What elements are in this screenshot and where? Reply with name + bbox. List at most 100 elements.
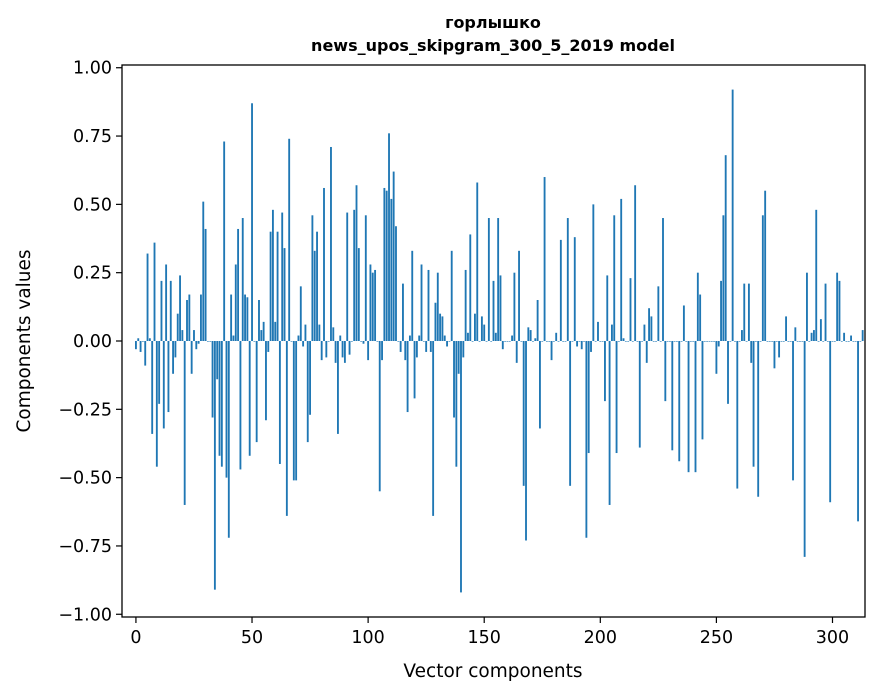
- bar: [343, 341, 346, 363]
- x-tick-label: 0: [130, 628, 141, 648]
- bar: [513, 272, 516, 341]
- bar: [708, 341, 711, 342]
- bar: [680, 341, 683, 342]
- bar: [601, 341, 604, 342]
- bar: [341, 341, 344, 358]
- bar: [190, 341, 193, 374]
- bar: [648, 308, 650, 341]
- bar: [734, 341, 736, 342]
- bar: [694, 341, 697, 473]
- bar: [606, 275, 609, 341]
- x-tick-label: 250: [700, 628, 733, 648]
- bar: [527, 327, 530, 341]
- bar: [283, 248, 286, 341]
- bar: [206, 341, 209, 342]
- bar: [441, 316, 444, 341]
- bar: [504, 341, 507, 342]
- bar: [615, 341, 618, 454]
- bar: [518, 250, 520, 341]
- bar: [552, 341, 555, 342]
- bar: [850, 335, 852, 341]
- bar: [636, 341, 639, 342]
- bar: [269, 231, 272, 341]
- bar: [792, 341, 794, 481]
- bar: [213, 341, 216, 590]
- bar: [497, 218, 500, 341]
- y-tick-label: −0.25: [58, 400, 112, 420]
- bar: [155, 341, 158, 467]
- bar: [854, 341, 857, 342]
- bar: [371, 272, 374, 341]
- bar: [685, 341, 688, 342]
- bar: [313, 250, 316, 341]
- bar: [671, 341, 674, 451]
- bar: [655, 341, 657, 342]
- bar: [297, 335, 300, 341]
- bar: [597, 321, 599, 341]
- bar: [662, 218, 664, 341]
- bar: [255, 341, 258, 443]
- bar: [759, 341, 762, 342]
- bar: [422, 341, 425, 342]
- bar: [747, 283, 750, 341]
- bar: [485, 341, 488, 342]
- bar: [778, 341, 781, 358]
- bar: [506, 341, 509, 342]
- bar: [469, 234, 472, 341]
- bar: [158, 341, 161, 404]
- bar: [752, 341, 755, 467]
- bar: [478, 341, 481, 342]
- bar: [436, 272, 439, 341]
- bar: [824, 283, 827, 341]
- bar: [355, 185, 358, 341]
- bar: [768, 341, 771, 342]
- bar: [162, 341, 165, 429]
- bar: [404, 341, 407, 361]
- bar: [237, 228, 240, 341]
- bar: [402, 283, 404, 341]
- bar: [773, 341, 776, 369]
- bar: [532, 341, 534, 342]
- x-tick-label: 150: [468, 628, 501, 648]
- bar: [764, 190, 767, 341]
- bar: [520, 341, 523, 342]
- bar: [316, 231, 318, 341]
- bar: [367, 341, 370, 361]
- bar: [267, 341, 270, 352]
- bar: [857, 341, 859, 522]
- bar: [703, 341, 706, 342]
- bar: [225, 341, 228, 478]
- bar: [659, 341, 662, 342]
- bar: [464, 269, 467, 341]
- bar: [669, 341, 671, 342]
- bar: [160, 280, 163, 341]
- bar: [550, 341, 553, 361]
- bar: [397, 341, 400, 342]
- bar: [253, 341, 256, 342]
- bar: [462, 341, 465, 358]
- bar: [174, 341, 177, 358]
- bar: [176, 313, 179, 341]
- bar: [413, 341, 416, 399]
- bar: [281, 212, 284, 341]
- bar: [299, 286, 302, 341]
- bar: [634, 185, 637, 341]
- bar: [840, 341, 843, 342]
- bar: [165, 264, 168, 341]
- bar: [227, 341, 230, 538]
- bar: [836, 272, 839, 341]
- bar: [706, 341, 709, 342]
- bar: [427, 269, 430, 341]
- bar: [490, 341, 493, 342]
- bar: [146, 253, 149, 341]
- bar: [687, 341, 690, 473]
- bar: [789, 341, 792, 342]
- bar: [771, 341, 774, 342]
- bar: [511, 335, 514, 341]
- y-tick-label: −0.75: [58, 537, 112, 557]
- bar: [383, 187, 386, 341]
- bar: [594, 341, 597, 342]
- bar: [689, 341, 692, 342]
- bar: [525, 341, 527, 541]
- bar: [843, 332, 846, 341]
